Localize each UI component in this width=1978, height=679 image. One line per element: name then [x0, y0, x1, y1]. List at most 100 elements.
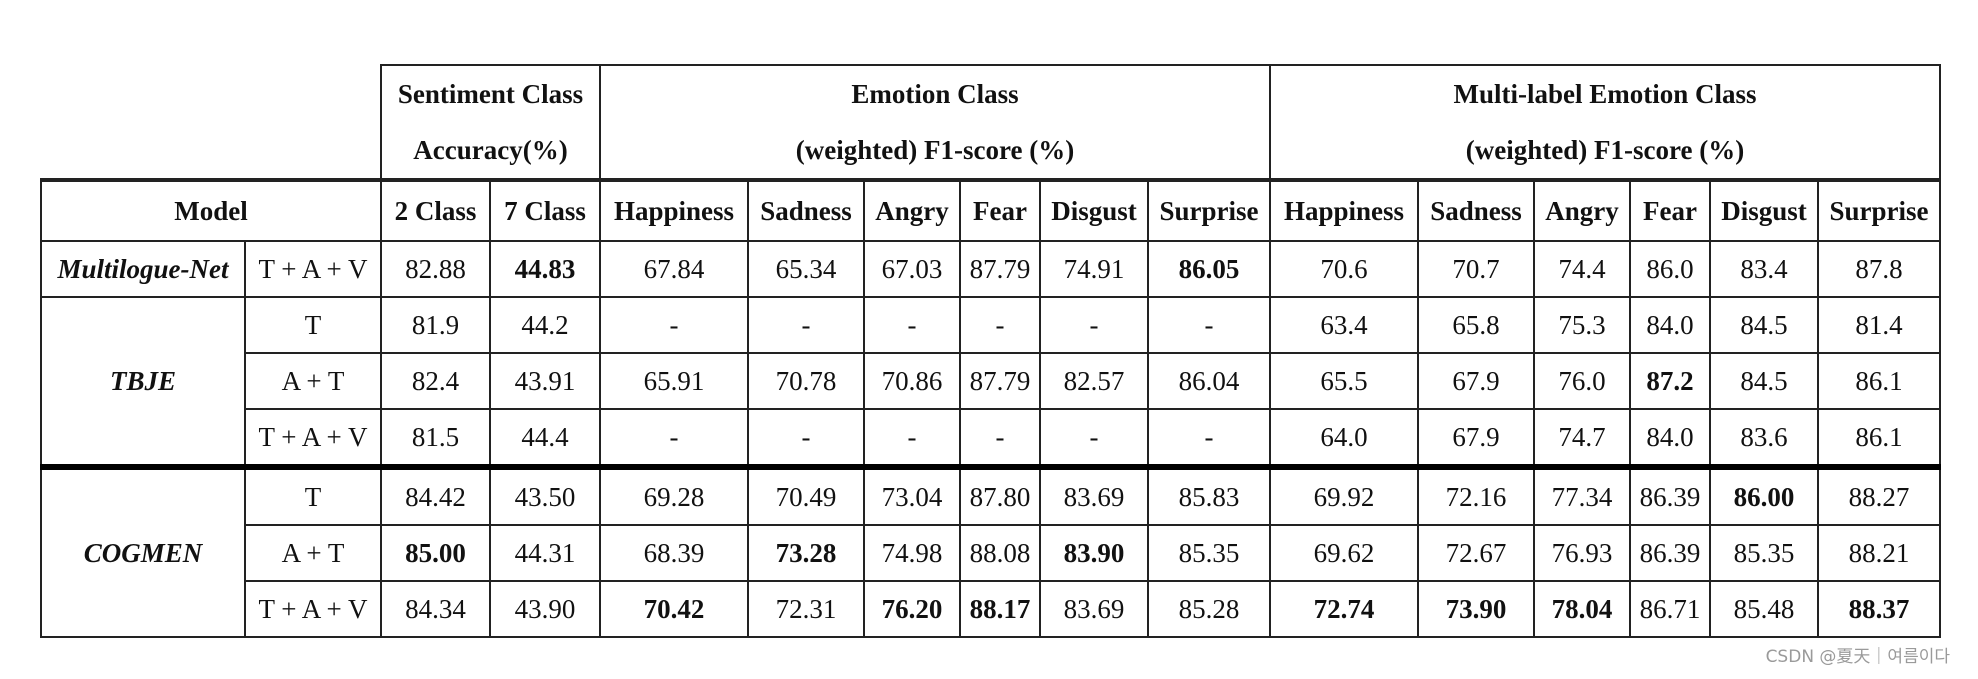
metric-cell: 87.8	[1817, 240, 1941, 298]
metric-cell: -	[959, 296, 1041, 354]
metric-cell: 84.42	[380, 464, 491, 526]
metric-cell: 75.3	[1533, 296, 1631, 354]
metric-cell: 88.37	[1817, 580, 1941, 638]
multi-header-line2: (weighted) F1-score (%)	[1465, 135, 1745, 165]
metric-cell: 69.92	[1269, 464, 1419, 526]
metric-cell: 76.0	[1533, 352, 1631, 410]
emotion-col-header: Disgust	[1039, 179, 1149, 242]
metric-cell: 81.4	[1817, 296, 1941, 354]
metric-cell: 84.5	[1709, 296, 1819, 354]
best-value: 78.04	[1551, 593, 1613, 624]
metric-cell: 72.16	[1417, 464, 1535, 526]
emotion-col-header: Happiness	[599, 179, 749, 242]
multi-col-header: Happiness	[1269, 179, 1419, 242]
emotion-class-header: Emotion Class (weighted) F1-score (%)	[599, 64, 1271, 182]
metric-cell: 64.0	[1269, 408, 1419, 468]
best-value: 73.90	[1445, 593, 1507, 624]
metric-cell: -	[599, 408, 749, 468]
metric-cell: 44.4	[489, 408, 601, 468]
table-row: T + A + V 84.34 43.90 70.42 72.31 76.20 88.17 8…	[41, 580, 1941, 638]
metric-cell: 87.79	[959, 240, 1041, 298]
emotion-col-header: Fear	[959, 179, 1041, 242]
metric-cell: 86.1	[1817, 352, 1941, 410]
metric-cell: 44.2	[489, 296, 601, 354]
best-value: 70.42	[643, 593, 705, 624]
metric-cell: 74.91	[1039, 240, 1149, 298]
metric-cell: 86.0	[1629, 240, 1711, 298]
table-row: A + T 85.00 44.31 68.39 73.28 74.98 88.08 83.90…	[41, 524, 1941, 582]
metric-cell: 76.20	[863, 580, 961, 638]
modality-cell: A + T	[244, 352, 382, 410]
header-row-columns: Model 2 Class 7 Class Happiness Sadness …	[40, 179, 1941, 242]
header-blank-cell	[41, 65, 382, 182]
metric-cell: 72.31	[747, 580, 865, 638]
modality-cell: T + A + V	[244, 408, 382, 468]
metric-cell: 44.31	[489, 524, 601, 582]
emotion-header-line1: Emotion Class	[851, 79, 1019, 109]
metric-cell: 83.90	[1039, 524, 1149, 582]
watermark: CSDN @夏天｜여름이다	[1765, 647, 1950, 667]
metric-cell: 70.7	[1417, 240, 1535, 298]
metric-cell: 67.9	[1417, 352, 1535, 410]
metric-cell: 44.83	[489, 240, 601, 298]
metric-cell: 83.69	[1039, 464, 1149, 526]
metric-cell: 76.93	[1533, 524, 1631, 582]
metric-cell: 85.28	[1147, 580, 1271, 638]
multi-col-header: Sadness	[1417, 179, 1535, 242]
metric-cell: 63.4	[1269, 296, 1419, 354]
two-class-header: 2 Class	[380, 179, 491, 242]
sentiment-class-header: Sentiment Class Accuracy(%)	[380, 64, 601, 182]
table-row: COGMEN T 84.42 43.50 69.28 70.49 73.04 87.80 83.…	[40, 464, 1941, 638]
table-row: Multilogue-Net T + A + V 82.88 44.83 67.84 65…	[40, 240, 1941, 298]
emotion-header-line2: (weighted) F1-score (%)	[795, 135, 1075, 165]
metric-cell: 67.03	[863, 240, 961, 298]
multi-col-header: Disgust	[1709, 179, 1819, 242]
best-value: 86.00	[1733, 481, 1795, 512]
metric-cell: 70.6	[1269, 240, 1419, 298]
metric-cell: 74.7	[1533, 408, 1631, 468]
metric-cell: 69.62	[1269, 524, 1419, 582]
metric-cell: 43.90	[489, 580, 601, 638]
metric-cell: 72.74	[1269, 580, 1419, 638]
metric-cell: 86.39	[1629, 464, 1711, 526]
metric-cell: 67.9	[1417, 408, 1535, 468]
metric-cell: 86.71	[1629, 580, 1711, 638]
header-row-top: Sentiment Class Accuracy(%) Emotion Clas…	[41, 64, 1941, 182]
metric-cell: 72.67	[1417, 524, 1535, 582]
sentiment-header-line2: Accuracy(%)	[413, 135, 568, 165]
metric-cell: 87.79	[959, 352, 1041, 410]
metric-cell: 87.2	[1629, 352, 1711, 410]
metric-cell: 83.4	[1709, 240, 1819, 298]
metric-cell: 84.5	[1709, 352, 1819, 410]
metric-cell: 82.4	[380, 352, 491, 410]
metric-cell: 85.35	[1147, 524, 1271, 582]
metric-cell: 73.04	[863, 464, 961, 526]
metric-cell: 85.35	[1709, 524, 1819, 582]
metric-cell: 68.39	[599, 524, 749, 582]
best-value: 44.83	[514, 253, 576, 284]
multi-col-header: Angry	[1533, 179, 1631, 242]
metric-cell: 65.5	[1269, 352, 1419, 410]
metric-cell: 70.49	[747, 464, 865, 526]
emotion-col-header: Surprise	[1147, 179, 1271, 242]
metric-cell: 78.04	[1533, 580, 1631, 638]
metric-cell: -	[863, 408, 961, 468]
metric-cell: 84.0	[1629, 408, 1711, 468]
metric-cell: 88.17	[959, 580, 1041, 638]
metric-cell: 84.34	[380, 580, 491, 638]
metric-cell: 81.9	[380, 296, 491, 354]
multi-col-header: Surprise	[1817, 179, 1941, 242]
metric-cell: 69.28	[599, 464, 749, 526]
multi-col-header: Fear	[1629, 179, 1711, 242]
results-table: Sentiment Class Accuracy(%) Emotion Clas…	[40, 64, 1941, 638]
modality-cell: A + T	[244, 524, 382, 582]
results-table-container: Sentiment Class Accuracy(%) Emotion Clas…	[40, 64, 1941, 638]
metric-cell: 70.78	[747, 352, 865, 410]
best-value: 85.00	[405, 537, 466, 568]
best-value: 72.74	[1313, 593, 1375, 624]
table-row: A + T 82.4 43.91 65.91 70.78 70.86 87.79 82.57 8…	[41, 352, 1941, 410]
emotion-col-header: Angry	[863, 179, 961, 242]
table-row: TBJE T 81.9 44.2- - - - - -63.4 65.8 75.3 84.0 84.5 8…	[40, 296, 1941, 468]
metric-cell: 86.1	[1817, 408, 1941, 468]
metric-cell: 43.91	[489, 352, 601, 410]
